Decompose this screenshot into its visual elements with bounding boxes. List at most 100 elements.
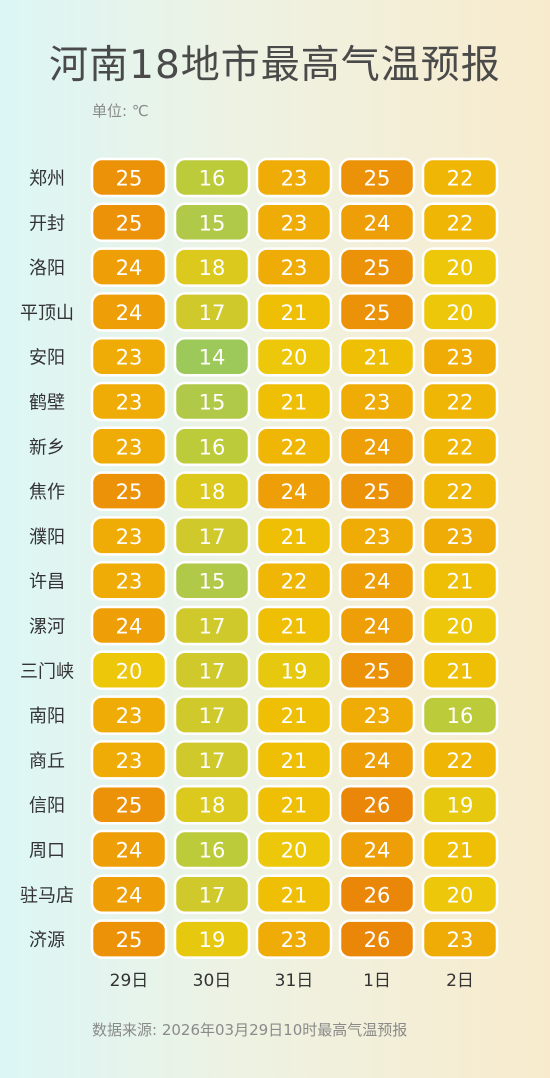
- cell-value: 16: [447, 704, 474, 728]
- cell-value: 26: [364, 928, 391, 952]
- heat-cell: [90, 157, 168, 198]
- cell-value: 23: [116, 749, 143, 773]
- cell-value: 15: [199, 570, 226, 594]
- cell-value: 22: [281, 570, 308, 594]
- cell-value: 24: [364, 615, 391, 639]
- heat-cell: [338, 695, 416, 735]
- cell-value: 15: [199, 391, 226, 415]
- heat-cell: [90, 471, 168, 511]
- cell-value: 24: [116, 256, 143, 280]
- column-label: 1日: [363, 971, 391, 991]
- column-label: 31日: [275, 971, 314, 991]
- heat-cell: [338, 605, 416, 646]
- heat-cell: [255, 874, 333, 915]
- cell-value: 20: [281, 839, 308, 863]
- heat-cell: [173, 471, 251, 511]
- cell-value: 25: [116, 167, 143, 191]
- heat-cell: [338, 381, 416, 422]
- heat-cell: [338, 516, 416, 556]
- cell-value: 20: [116, 659, 143, 683]
- cell-value: 23: [447, 928, 474, 952]
- cell-value: 24: [116, 615, 143, 639]
- heat-cell: [421, 784, 499, 825]
- cell-value: 23: [364, 391, 391, 415]
- column-label: 2日: [446, 971, 474, 991]
- heat-cell: [90, 829, 168, 870]
- cell-value: 24: [281, 480, 308, 504]
- heat-cell: [255, 560, 333, 601]
- heat-cell: [90, 919, 168, 959]
- cell-value: 25: [116, 794, 143, 818]
- heat-cell: [173, 829, 251, 870]
- heat-cell: [421, 695, 499, 735]
- row-label: 新乡: [29, 437, 65, 458]
- heat-cell: [421, 202, 499, 243]
- cell-value: 20: [447, 301, 474, 325]
- row-label: 驻马店: [20, 885, 74, 906]
- heat-cell: [173, 247, 251, 287]
- heat-cell: [421, 516, 499, 556]
- cell-value: 21: [447, 570, 474, 594]
- cell-value: 17: [199, 301, 226, 325]
- row-label: 济源: [29, 930, 65, 951]
- column-label: 30日: [193, 971, 232, 991]
- heat-cell: [173, 292, 251, 332]
- cell-value: 22: [281, 435, 308, 459]
- cell-value: 21: [281, 704, 308, 728]
- heat-cell: [338, 919, 416, 959]
- heat-cell: [173, 605, 251, 646]
- cell-value: 19: [281, 659, 308, 683]
- heat-cell: [255, 740, 333, 780]
- cell-value: 23: [447, 525, 474, 549]
- heat-cell: [255, 471, 333, 511]
- cell-value: 21: [447, 659, 474, 683]
- heat-cell: [255, 247, 333, 287]
- heat-cell: [90, 336, 168, 377]
- heat-cell: [255, 381, 333, 422]
- heat-cell: [173, 157, 251, 198]
- heat-cell: [90, 740, 168, 780]
- heat-cell: [421, 829, 499, 870]
- row-label: 南阳: [29, 706, 65, 727]
- row-label: 周口: [29, 841, 65, 862]
- heat-cell: [173, 426, 251, 467]
- cell-value: 22: [447, 167, 474, 191]
- cell-value: 22: [447, 749, 474, 773]
- data-source-note: 数据来源: 2026年03月29日10时最高气温预报: [92, 1021, 408, 1039]
- heat-cell: [338, 202, 416, 243]
- temperature-heatmap: 郑州 25 16 23 25 22 开封 25 15 23 24 22 洛阳 24 18 23 25 20 平顶山 2…: [20, 157, 499, 991]
- cell-value: 23: [364, 704, 391, 728]
- heat-cell: [173, 740, 251, 780]
- heat-cell: [421, 650, 499, 691]
- cell-value: 23: [281, 167, 308, 191]
- heat-cell: [173, 784, 251, 825]
- cell-value: 25: [364, 480, 391, 504]
- cell-value: 24: [364, 570, 391, 594]
- cell-value: 23: [116, 525, 143, 549]
- row-label: 许昌: [29, 572, 65, 593]
- heat-cell: [173, 516, 251, 556]
- cell-value: 22: [447, 391, 474, 415]
- cell-value: 21: [281, 391, 308, 415]
- cell-value: 17: [199, 615, 226, 639]
- cell-value: 21: [364, 346, 391, 370]
- heat-cell: [421, 919, 499, 959]
- heat-cell: [338, 292, 416, 332]
- heat-cell: [421, 292, 499, 332]
- page-title: 河南18地市最高气温预报: [49, 43, 501, 88]
- cell-value: 25: [364, 659, 391, 683]
- cell-value: 21: [447, 839, 474, 863]
- cell-value: 25: [364, 167, 391, 191]
- heat-cell: [338, 336, 416, 377]
- row-label: 三门峡: [20, 661, 74, 682]
- cell-value: 25: [116, 211, 143, 235]
- heat-cell: [173, 381, 251, 422]
- cell-value: 23: [281, 256, 308, 280]
- cell-value: 19: [199, 928, 226, 952]
- heat-cell: [90, 516, 168, 556]
- cell-value: 22: [447, 480, 474, 504]
- heat-cell: [255, 292, 333, 332]
- heat-cell: [421, 605, 499, 646]
- heat-cell: [421, 247, 499, 287]
- cell-value: 23: [281, 211, 308, 235]
